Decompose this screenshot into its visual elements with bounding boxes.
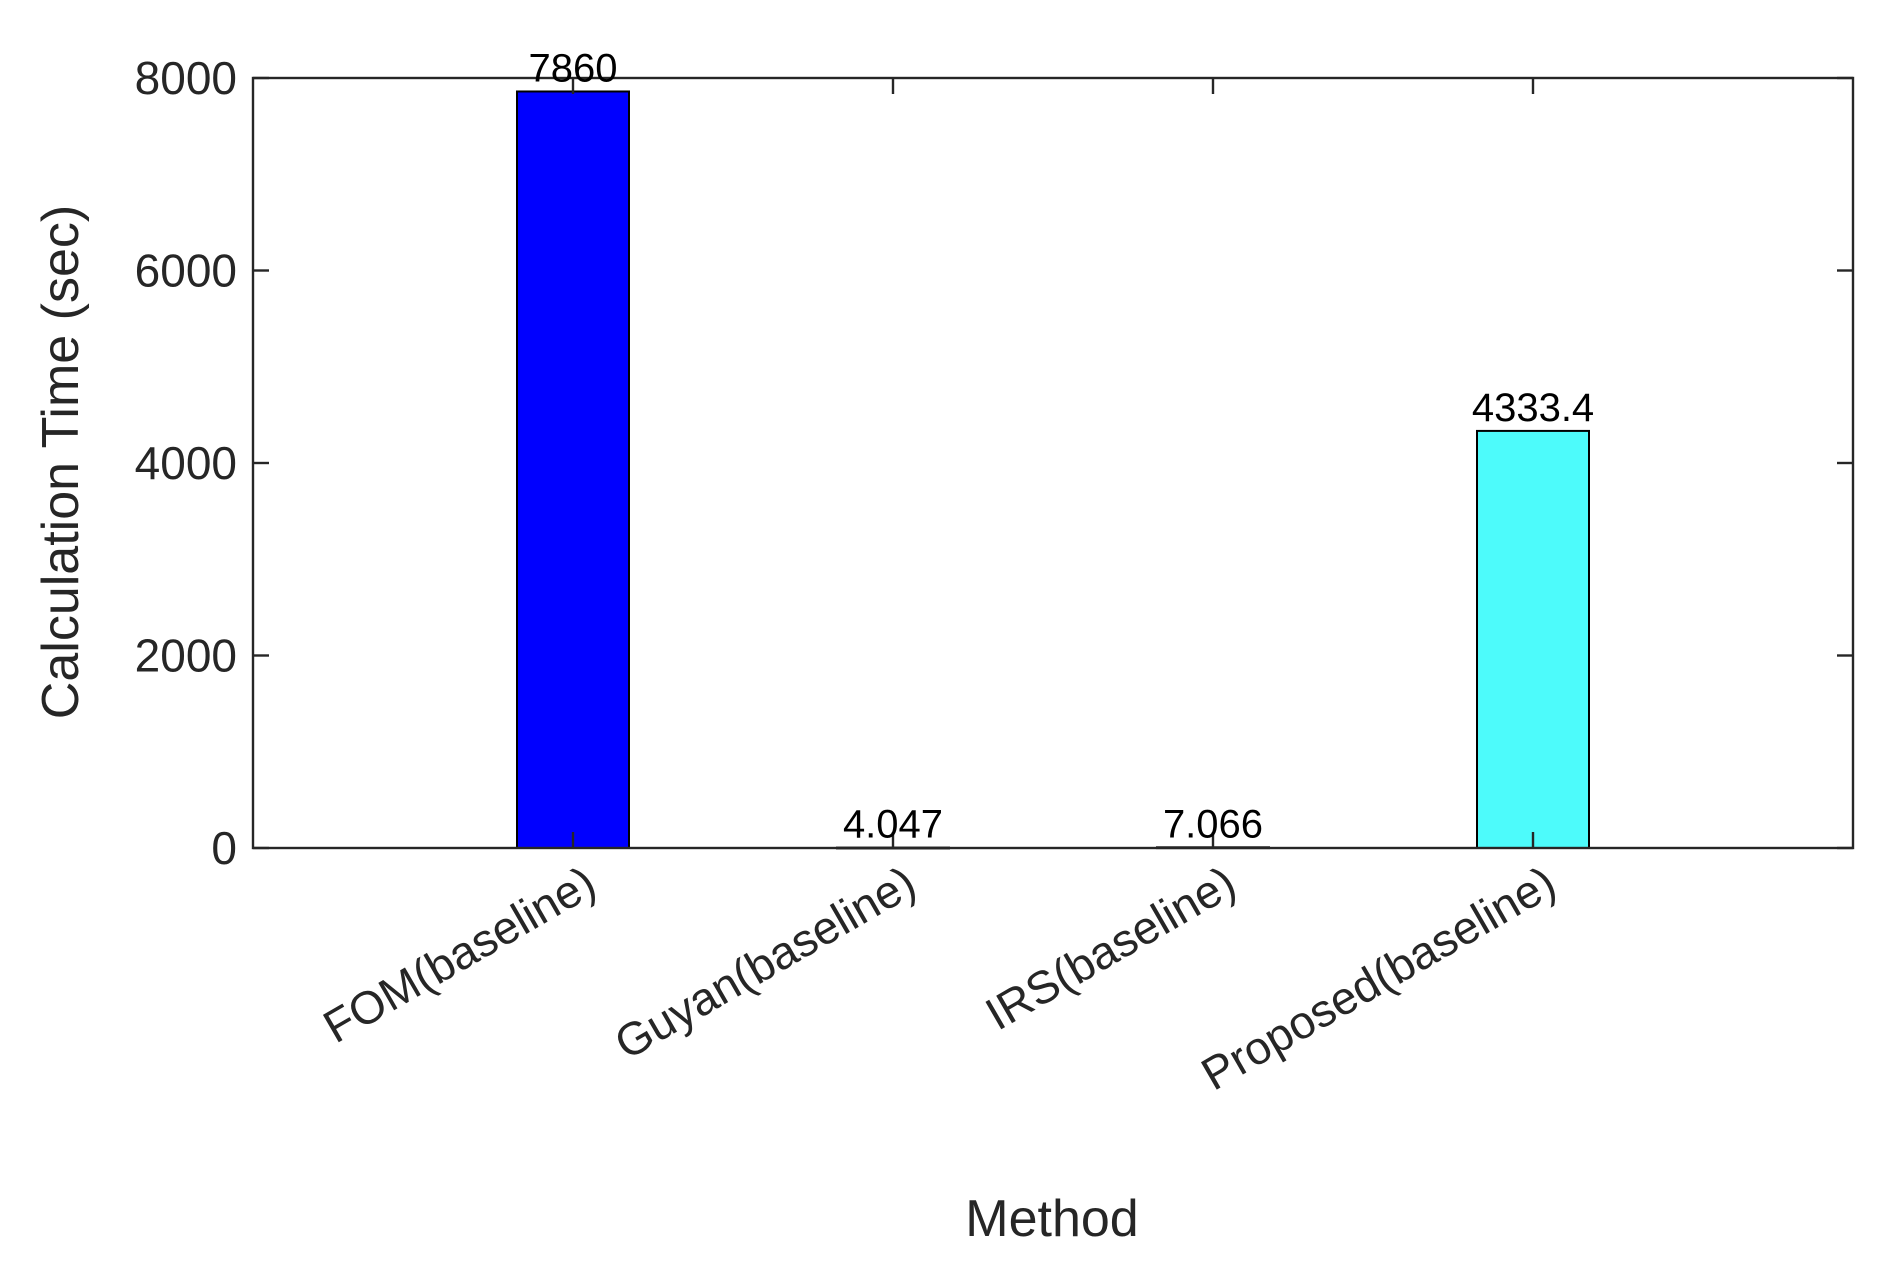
x-axis-title: Method — [965, 1190, 1138, 1248]
x-tick-label-0: FOM(baseline) — [315, 856, 604, 1053]
x-tick-label-2: IRS(baseline) — [977, 856, 1244, 1040]
y-tick-label-1: 2000 — [135, 630, 237, 682]
y-tick-label-0: 0 — [211, 822, 237, 874]
y-tick-label-4: 8000 — [135, 52, 237, 104]
y-axis-title: Calculation Time (sec) — [32, 205, 90, 719]
bar-0 — [516, 90, 630, 850]
x-tick-label-3: Proposed(baseline) — [1193, 856, 1564, 1100]
y-tick-label-2: 4000 — [135, 437, 237, 489]
axes — [251, 76, 1855, 850]
x-tick-label-1: Guyan(baseline) — [606, 856, 924, 1070]
data-label-3: 4333.4 — [1472, 386, 1594, 430]
data-label-0: 7860 — [529, 46, 618, 90]
y-tick-label-3: 6000 — [135, 245, 237, 297]
data-label-2: 7.066 — [1163, 802, 1263, 846]
bars — [516, 90, 1590, 850]
plot-background — [253, 78, 1853, 848]
data-label-1: 4.047 — [843, 803, 943, 847]
bar-3 — [1476, 429, 1590, 849]
plot-area — [253, 78, 1853, 848]
